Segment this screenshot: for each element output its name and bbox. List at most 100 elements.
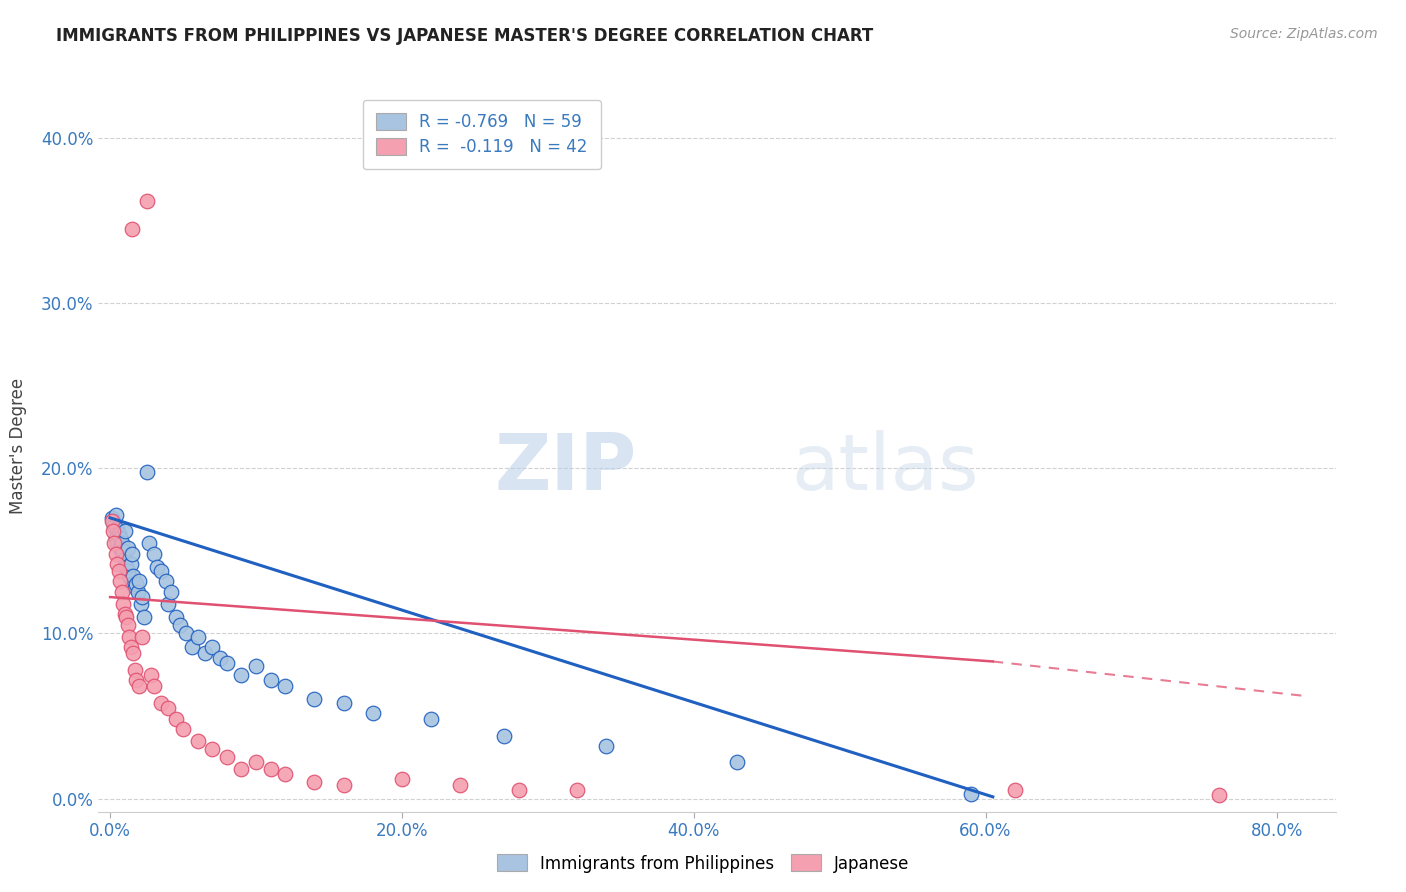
Point — [231, 667, 253, 681]
Point — [117, 564, 139, 578]
Text: ZIP: ZIP — [495, 430, 637, 506]
Point — [125, 673, 148, 687]
Point — [492, 729, 515, 743]
Point — [332, 696, 354, 710]
Point — [122, 646, 145, 660]
Point — [139, 667, 162, 681]
Point — [960, 787, 983, 801]
Point — [304, 692, 326, 706]
Point — [110, 541, 132, 555]
Point — [135, 194, 157, 208]
Point — [120, 557, 142, 571]
Point — [727, 755, 749, 769]
Point — [103, 519, 125, 533]
Point — [111, 547, 134, 561]
Point — [150, 696, 173, 710]
Point — [259, 762, 281, 776]
Point — [124, 663, 146, 677]
Point — [142, 547, 165, 561]
Point — [332, 778, 354, 792]
Point — [118, 568, 141, 582]
Point — [110, 531, 132, 545]
Y-axis label: Master's Degree: Master's Degree — [10, 378, 27, 514]
Point — [112, 544, 135, 558]
Legend: Immigrants from Philippines, Japanese: Immigrants from Philippines, Japanese — [489, 847, 917, 880]
Point — [114, 524, 136, 538]
Point — [135, 465, 157, 479]
Point — [111, 585, 134, 599]
Point — [103, 535, 125, 549]
Point — [150, 564, 173, 578]
Point — [508, 783, 530, 797]
Point — [274, 679, 297, 693]
Point — [174, 626, 197, 640]
Point — [146, 560, 169, 574]
Point — [165, 712, 187, 726]
Point — [104, 508, 127, 522]
Point — [157, 597, 180, 611]
Point — [131, 630, 153, 644]
Point — [115, 610, 138, 624]
Point — [215, 750, 238, 764]
Point — [108, 564, 131, 578]
Point — [155, 574, 177, 588]
Point — [105, 522, 128, 536]
Point — [165, 610, 187, 624]
Point — [100, 511, 122, 525]
Point — [1208, 788, 1230, 802]
Point — [160, 585, 183, 599]
Point — [361, 706, 384, 720]
Point — [114, 552, 136, 566]
Point — [595, 739, 617, 753]
Point — [117, 618, 139, 632]
Point — [120, 640, 142, 654]
Point — [187, 630, 209, 644]
Point — [112, 597, 135, 611]
Point — [104, 547, 127, 561]
Point — [131, 590, 153, 604]
Point — [201, 640, 224, 654]
Text: IMMIGRANTS FROM PHILIPPINES VS JAPANESE MASTER'S DEGREE CORRELATION CHART: IMMIGRANTS FROM PHILIPPINES VS JAPANESE … — [56, 27, 873, 45]
Point — [215, 656, 238, 670]
Point — [142, 679, 165, 693]
Point — [565, 783, 588, 797]
Point — [115, 560, 138, 574]
Point — [121, 577, 143, 591]
Point — [172, 722, 194, 736]
Point — [114, 607, 136, 621]
Point — [420, 712, 443, 726]
Point — [105, 535, 128, 549]
Point — [105, 557, 128, 571]
Point — [245, 659, 267, 673]
Point — [138, 535, 160, 549]
Point — [245, 755, 267, 769]
Point — [231, 762, 253, 776]
Point — [128, 574, 150, 588]
Point — [1004, 783, 1026, 797]
Point — [101, 514, 124, 528]
Point — [117, 541, 139, 555]
Point — [132, 610, 155, 624]
Point — [274, 766, 297, 780]
Point — [110, 574, 132, 588]
Point — [128, 679, 150, 693]
Point — [449, 778, 471, 792]
Point — [121, 222, 143, 236]
Point — [201, 742, 224, 756]
Point — [124, 580, 146, 594]
Point — [304, 775, 326, 789]
Point — [157, 700, 180, 714]
Point — [100, 514, 122, 528]
Point — [108, 527, 131, 541]
Point — [125, 577, 148, 591]
Point — [129, 597, 152, 611]
Point — [187, 733, 209, 747]
Point — [127, 585, 149, 599]
Text: Source: ZipAtlas.com: Source: ZipAtlas.com — [1230, 27, 1378, 41]
Point — [180, 640, 202, 654]
Point — [391, 772, 413, 786]
Legend: R = -0.769   N = 59, R =  -0.119   N = 42: R = -0.769 N = 59, R = -0.119 N = 42 — [363, 100, 602, 169]
Point — [194, 646, 217, 660]
Point — [121, 547, 143, 561]
Text: atlas: atlas — [792, 430, 979, 506]
